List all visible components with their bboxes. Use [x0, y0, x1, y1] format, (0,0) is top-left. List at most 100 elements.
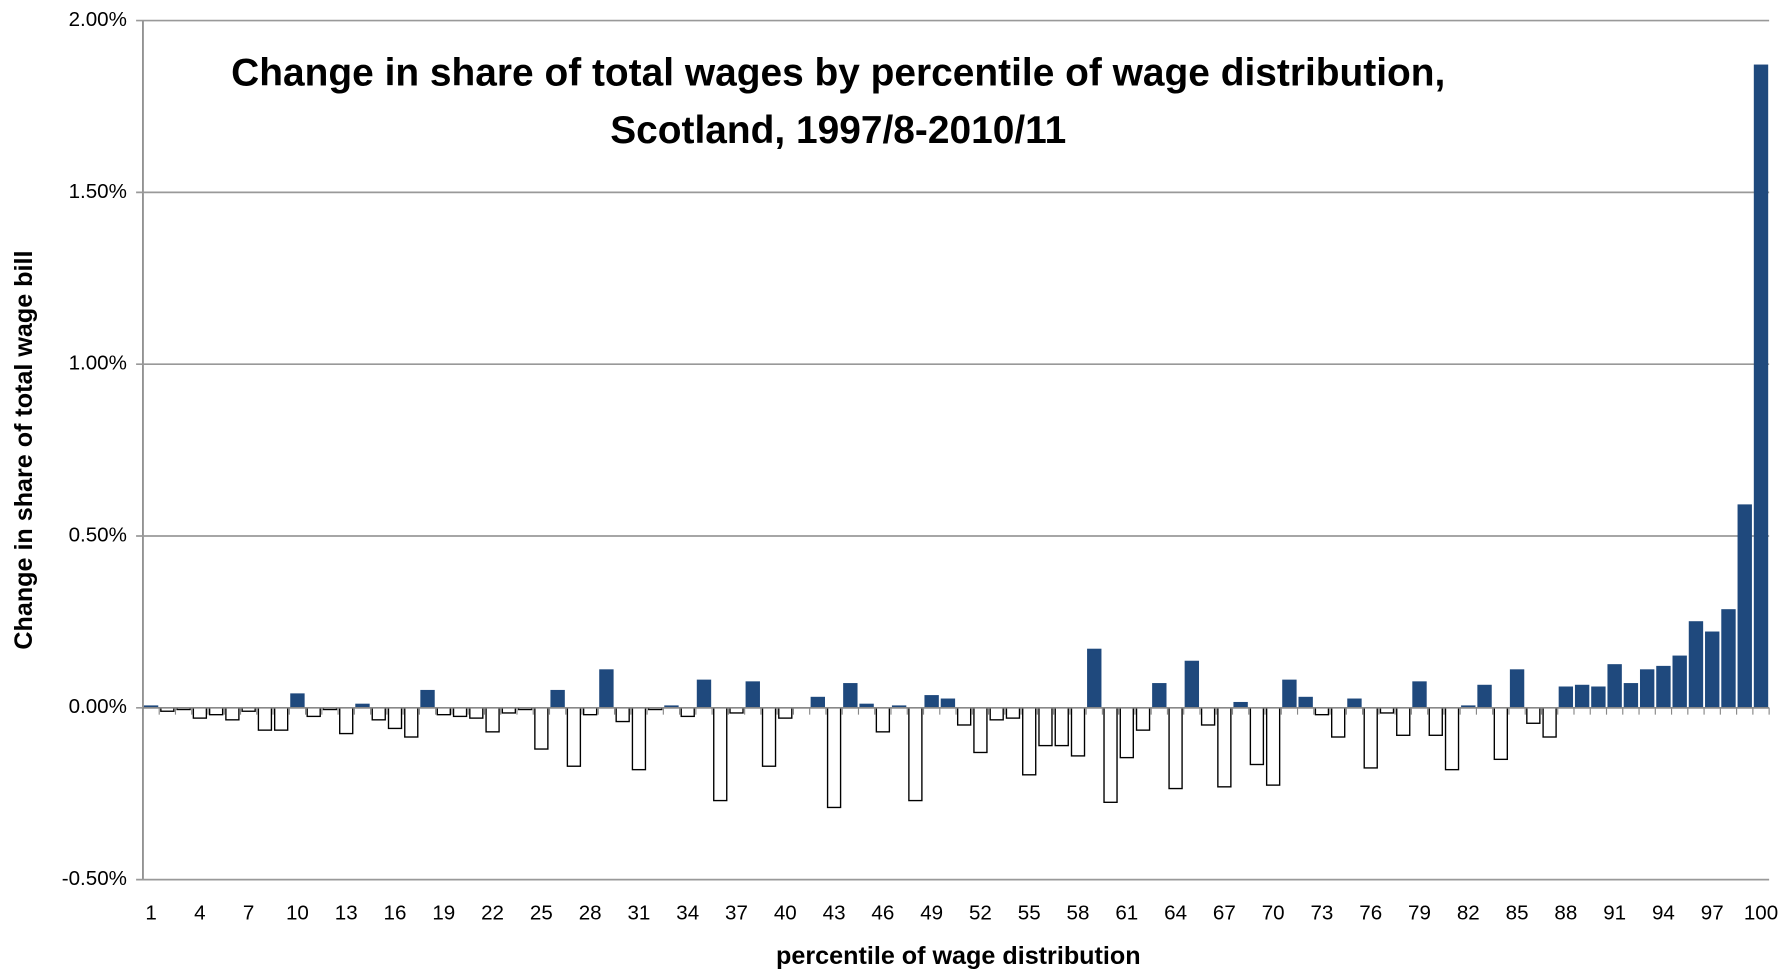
bar [1184, 660, 1200, 709]
bar [1217, 707, 1232, 788]
bar [956, 707, 972, 726]
bar [940, 698, 956, 709]
bar [436, 707, 451, 716]
bar [1721, 609, 1736, 709]
bar [1298, 696, 1313, 709]
bar [1542, 707, 1557, 738]
x-tick-label: 22 [481, 901, 504, 924]
bar [1038, 707, 1053, 747]
bar [257, 707, 273, 731]
bar [615, 707, 630, 723]
bar [208, 707, 224, 716]
bar [420, 689, 435, 709]
bar [1135, 707, 1151, 731]
x-tick-label: 76 [1359, 901, 1382, 924]
bar [680, 707, 695, 718]
x-tick-label: 94 [1652, 901, 1675, 924]
x-tick-label: 46 [871, 901, 894, 924]
bar [225, 707, 240, 721]
bar [1526, 707, 1541, 724]
x-tick-label: 82 [1457, 901, 1480, 924]
bar [1558, 686, 1574, 709]
bar [875, 707, 891, 733]
x-tick-label: 85 [1506, 901, 1529, 924]
x-tick-label: 49 [920, 901, 943, 924]
bar [1314, 707, 1330, 716]
bar [485, 707, 500, 733]
bar [713, 707, 728, 802]
x-tick-label: 43 [823, 901, 846, 924]
x-tick-label: 70 [1262, 901, 1285, 924]
bar [1705, 631, 1720, 709]
bar [696, 679, 712, 709]
bar [1152, 683, 1167, 709]
bar [1623, 683, 1639, 709]
bar [404, 707, 419, 738]
x-tick-label: 61 [1115, 901, 1138, 924]
bar [1200, 707, 1216, 726]
bar [826, 707, 842, 809]
bar [1444, 707, 1460, 771]
bar [1737, 504, 1752, 709]
bar [273, 707, 289, 731]
bar [778, 707, 793, 719]
bar [631, 707, 647, 771]
y-axis-title: Change in share of total wage bill [10, 251, 38, 650]
bar [469, 707, 484, 719]
bar [1753, 64, 1769, 709]
bar [908, 707, 923, 802]
bar [1396, 707, 1411, 736]
x-tick-label: 34 [676, 901, 699, 924]
x-tick-label: 64 [1164, 901, 1187, 924]
x-tick-label: 4 [194, 901, 205, 924]
x-tick-label: 100 [1744, 901, 1778, 924]
bar [452, 707, 468, 718]
x-tick-label: 13 [335, 901, 358, 924]
bar [1672, 655, 1687, 709]
x-tick-label: 55 [1018, 901, 1041, 924]
bar [1574, 684, 1590, 709]
bar [1331, 707, 1346, 738]
bar [371, 707, 386, 721]
x-axis-title: percentile of wage distribution [776, 942, 1141, 970]
bar [290, 693, 305, 709]
x-tick-label: 1 [145, 901, 156, 924]
bar [1493, 707, 1509, 761]
bar [339, 707, 354, 735]
x-tick-label: 28 [579, 901, 602, 924]
x-tick-label: 79 [1408, 901, 1431, 924]
x-tick-label: 25 [530, 901, 553, 924]
bar [192, 707, 208, 719]
x-tick-label: 97 [1701, 901, 1724, 924]
bar [973, 707, 988, 754]
bar [1022, 707, 1037, 776]
bar [1119, 707, 1134, 759]
y-tick-label: 0.50% [69, 523, 127, 546]
x-tick-label: 52 [969, 901, 992, 924]
chart-title: Change in share of total wages by percen… [231, 52, 1445, 95]
x-tick-label: 40 [774, 901, 797, 924]
bar [1639, 669, 1655, 709]
bar [1477, 684, 1492, 709]
y-tick-label: 0.00% [69, 695, 127, 718]
bar [1005, 707, 1021, 719]
x-tick-label: 67 [1213, 901, 1236, 924]
bar [1070, 707, 1086, 757]
bar [1363, 707, 1378, 769]
x-tick-label: 73 [1310, 901, 1333, 924]
x-tick-label: 58 [1067, 901, 1090, 924]
bar [1265, 707, 1281, 786]
x-tick-label: 10 [286, 901, 309, 924]
bar [534, 707, 549, 750]
bar [1168, 707, 1183, 790]
y-tick-label: -0.50% [62, 867, 127, 890]
bar [745, 681, 760, 709]
bar [1249, 707, 1265, 766]
bar [582, 707, 598, 716]
x-tick-label: 16 [384, 901, 407, 924]
x-tick-label: 19 [432, 901, 455, 924]
x-tick-label: 7 [243, 901, 254, 924]
bar [989, 707, 1004, 721]
